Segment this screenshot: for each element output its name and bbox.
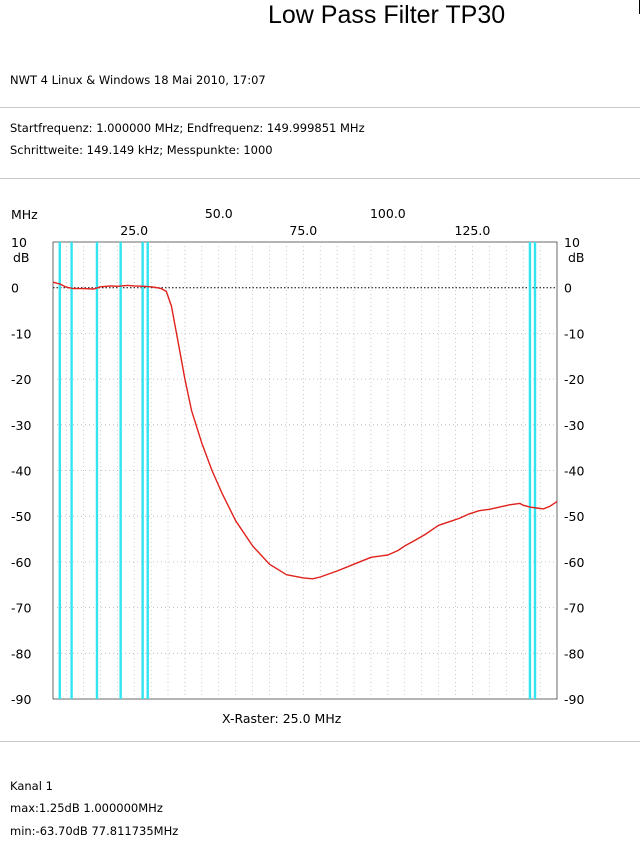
y-tick-label-right: 0 [564, 281, 572, 296]
y-tick-label-left: -70 [11, 601, 31, 616]
divider-1 [0, 107, 640, 108]
y-tick-label-right: 10 [564, 235, 580, 250]
y-tick-label-right: -30 [564, 418, 584, 433]
min-readout: min:-63.70dB 77.811735MHz [10, 824, 179, 838]
y-tick-label-right: -20 [564, 372, 584, 387]
y-tick-label-left: 0 [11, 281, 19, 296]
x-tick-label: 100.0 [370, 206, 406, 221]
divider-2 [0, 178, 640, 179]
frequency-response-chart: 10 10 0 0 -10 -10 -20 -20 -30 -30 -40 -40 -50 -50 -60 -… [11, 206, 585, 726]
y-tick-label-right: -40 [564, 464, 584, 479]
y-tick-label-right: -70 [564, 601, 584, 616]
x-unit-label: MHz [11, 207, 38, 222]
step-points-line: Schrittweite: 149.149 kHz; Messpunkte: 1… [10, 143, 273, 157]
x-tick-label: 75.0 [289, 223, 317, 238]
axis-labels-layer: 10 10 0 0 -10 -10 -20 -20 -30 -30 -40 -40 -50 -50 -60 -… [11, 206, 585, 726]
channel-label: Kanal 1 [10, 779, 53, 793]
divider-3 [0, 741, 640, 742]
y-unit-label-right: dB [568, 250, 585, 265]
max-readout: max:1.25dB 1.000000MHz [10, 801, 163, 815]
grid-layer [52, 241, 558, 700]
y-tick-label-left: -80 [11, 646, 31, 661]
y-tick-label-left: 10 [11, 235, 27, 250]
y-tick-label-right: -10 [564, 326, 584, 341]
y-tick-label-left: -10 [11, 326, 31, 341]
y-tick-label-left: -30 [11, 418, 31, 433]
app-info-line: NWT 4 Linux & Windows 18 Mai 2010, 17:07 [10, 73, 266, 87]
y-tick-label-left: -60 [11, 555, 31, 570]
y-tick-label-left: -90 [11, 692, 31, 707]
trace-layer [52, 281, 558, 580]
y-tick-label-left: -20 [11, 372, 31, 387]
frequency-range-line: Startfrequenz: 1.000000 MHz; Endfrequenz… [10, 121, 365, 135]
x-raster-label: X-Raster: 25.0 MHz [222, 711, 342, 726]
y-tick-label-right: -80 [564, 646, 584, 661]
y-unit-label-left: dB [13, 250, 30, 265]
marker-lines-layer [58, 242, 537, 699]
response-trace [52, 281, 558, 580]
y-tick-label-right: -60 [564, 555, 584, 570]
x-tick-label: 50.0 [205, 206, 233, 221]
y-tick-label-left: -50 [11, 509, 31, 524]
x-tick-label: 25.0 [120, 223, 148, 238]
y-tick-label-right: -50 [564, 509, 584, 524]
y-tick-label-left: -40 [11, 464, 31, 479]
x-tick-label: 125.0 [455, 223, 491, 238]
y-tick-label-right: -90 [564, 692, 584, 707]
page-title: Low Pass Filter TP30 [268, 1, 506, 29]
